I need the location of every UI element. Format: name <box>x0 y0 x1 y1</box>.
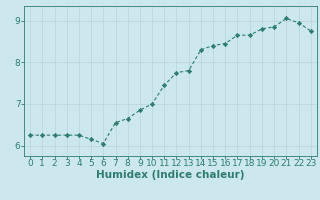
X-axis label: Humidex (Indice chaleur): Humidex (Indice chaleur) <box>96 170 245 180</box>
